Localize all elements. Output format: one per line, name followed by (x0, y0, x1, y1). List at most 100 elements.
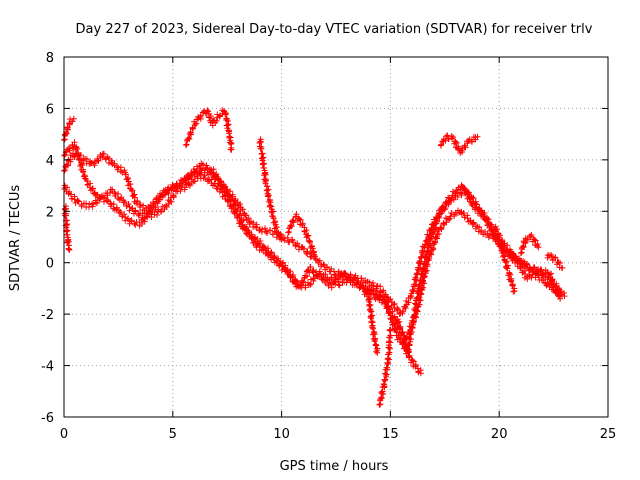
data-point (71, 139, 78, 146)
data-point (103, 197, 110, 204)
data-point (75, 198, 82, 205)
data-point (207, 113, 214, 120)
data-point (470, 219, 477, 226)
data-point (225, 121, 232, 128)
data-point (434, 235, 441, 242)
data-point (214, 176, 221, 183)
data-point (380, 380, 387, 387)
data-point (132, 207, 139, 214)
data-point (557, 295, 564, 302)
grid-lines (64, 57, 608, 417)
data-point (77, 152, 84, 159)
data-point (204, 107, 211, 114)
data-point (309, 268, 316, 275)
data-point (523, 264, 530, 271)
data-point (253, 224, 260, 231)
series-8 (285, 211, 318, 258)
data-point (261, 170, 268, 177)
data-point (430, 230, 437, 237)
data-point (296, 215, 303, 222)
axis-ticks (63, 56, 609, 418)
y-tick-label: 4 (46, 154, 54, 169)
data-point (369, 324, 376, 331)
data-point (415, 287, 422, 294)
data-point (335, 276, 342, 283)
data-point (429, 229, 436, 236)
data-point (464, 215, 471, 222)
data-point (413, 301, 420, 308)
data-point (474, 133, 481, 140)
data-point (547, 251, 554, 258)
data-point (63, 231, 70, 238)
data-point (416, 258, 423, 265)
data-point (442, 137, 449, 144)
data-point (402, 305, 409, 312)
data-point (370, 329, 377, 336)
data-point (309, 245, 316, 252)
series-4 (60, 115, 77, 143)
data-point (493, 226, 500, 233)
data-point (472, 205, 479, 212)
data-point (366, 307, 373, 314)
data-point (440, 204, 447, 211)
data-point (409, 357, 416, 364)
data-point (289, 218, 296, 225)
data-point (408, 329, 415, 336)
data-point (379, 288, 386, 295)
data-point (535, 244, 542, 251)
data-point (433, 234, 440, 241)
data-point (226, 133, 233, 140)
data-point (284, 267, 291, 274)
data-point (433, 220, 440, 227)
data-point (187, 171, 194, 178)
data-point (331, 271, 338, 278)
data-point (141, 215, 148, 222)
data-point (222, 109, 229, 116)
data-point (150, 200, 157, 207)
data-point (63, 148, 70, 155)
data-point (406, 352, 413, 359)
data-point (316, 257, 323, 264)
data-point (121, 198, 128, 205)
data-point (444, 132, 451, 139)
data-point (506, 251, 513, 258)
data-point (294, 240, 301, 247)
x-tick-label: 5 (169, 427, 177, 442)
data-point (185, 175, 192, 182)
data-point (194, 163, 201, 170)
data-point (61, 167, 68, 174)
data-point (307, 238, 314, 245)
data-point (228, 146, 235, 153)
data-point (312, 253, 319, 260)
data-point (79, 168, 86, 175)
data-point (263, 229, 270, 236)
data-point (410, 313, 417, 320)
data-point (428, 251, 435, 258)
data-point (398, 329, 405, 336)
data-point (423, 267, 430, 274)
data-point (322, 271, 329, 278)
data-point (324, 264, 331, 271)
data-point (245, 229, 252, 236)
data-point (132, 221, 139, 228)
series-11 (393, 316, 424, 377)
data-point (368, 318, 375, 325)
data-point (273, 258, 280, 265)
data-point (122, 171, 129, 178)
data-point (431, 241, 438, 248)
data-point (298, 284, 305, 291)
data-point (260, 154, 267, 161)
data-point (418, 268, 425, 275)
data-point (517, 264, 524, 271)
data-point (374, 282, 381, 289)
data-point (173, 182, 180, 189)
data-point (286, 271, 293, 278)
data-point (213, 117, 220, 124)
data-point (411, 312, 418, 319)
data-point (177, 187, 184, 194)
data-point (473, 201, 480, 208)
data-point (182, 176, 189, 183)
data-point (510, 288, 517, 295)
